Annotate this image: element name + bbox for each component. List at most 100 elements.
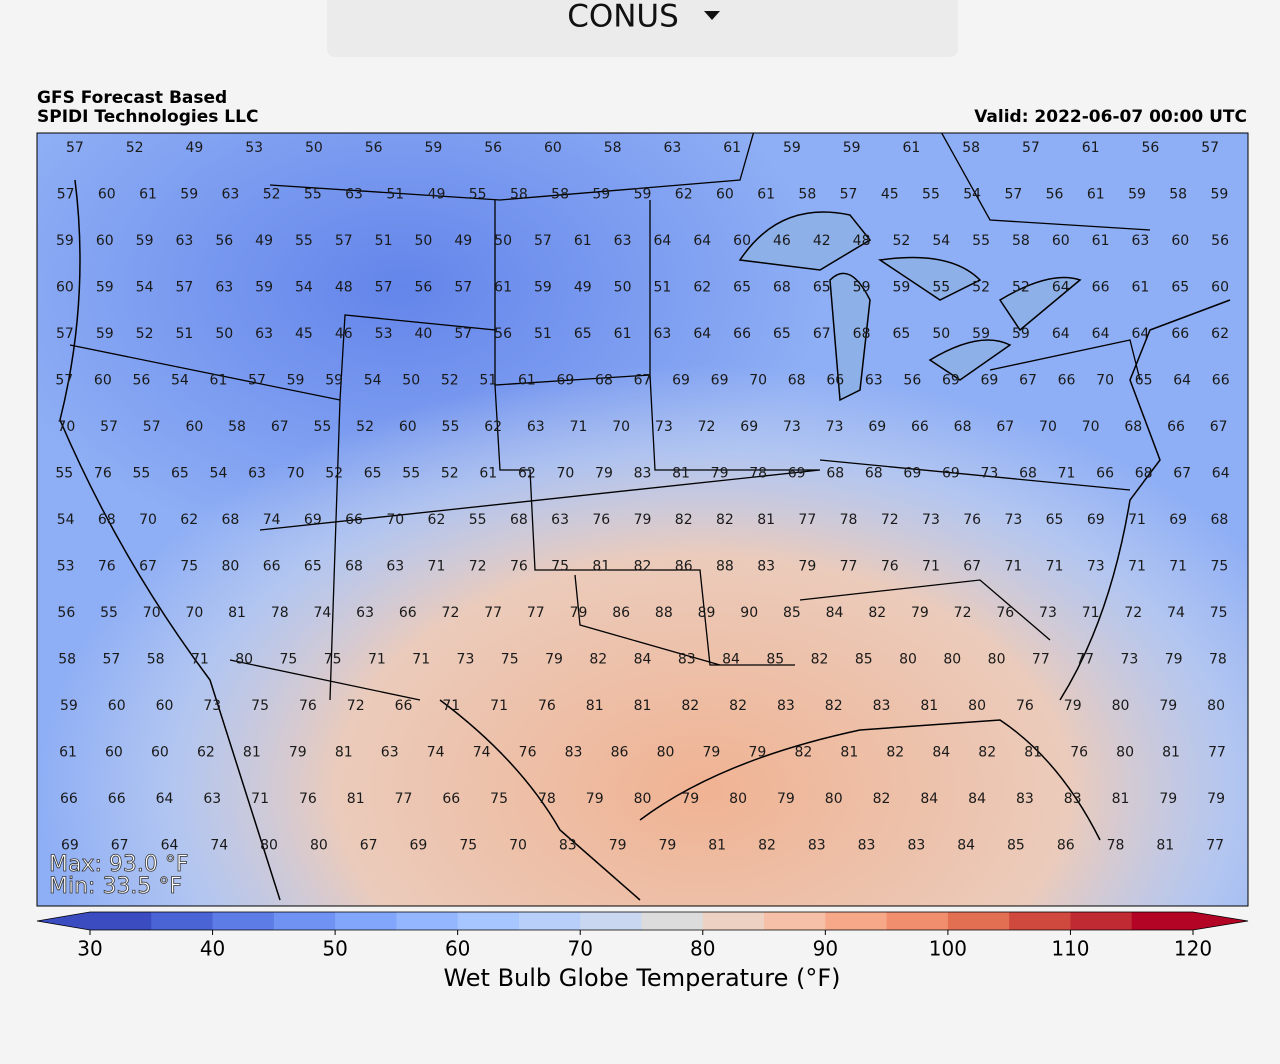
colorbar-extend-high: [1193, 912, 1248, 930]
station-value: 56: [57, 605, 75, 621]
station-value: 64: [1212, 466, 1230, 482]
station-value: 49: [428, 187, 446, 203]
station-value: 66: [60, 791, 78, 807]
station-value: 77: [840, 559, 858, 575]
station-value: 58: [551, 187, 569, 203]
station-value: 74: [427, 745, 445, 761]
station-value: 70: [749, 373, 767, 389]
station-value: 64: [693, 326, 711, 342]
station-value: 83: [1016, 791, 1034, 807]
station-value: 84: [826, 605, 844, 621]
station-value: 57: [102, 652, 120, 668]
colorbar-segment: [273, 912, 336, 930]
min-value: Min: 33.5 °F: [49, 874, 182, 899]
station-value: 81: [1162, 745, 1180, 761]
station-value: 83: [907, 838, 925, 854]
station-value: 73: [1120, 652, 1138, 668]
station-value: 70: [509, 838, 527, 854]
station-value: 66: [395, 698, 413, 714]
station-value: 55: [932, 280, 950, 296]
station-value: 68: [595, 373, 613, 389]
station-value: 79: [1064, 698, 1082, 714]
station-value: 61: [139, 187, 157, 203]
station-value: 66: [263, 559, 281, 575]
station-value: 71: [1046, 559, 1064, 575]
station-value: 71: [1004, 559, 1022, 575]
station-value: 59: [893, 280, 911, 296]
station-value: 71: [490, 698, 508, 714]
station-value: 54: [210, 466, 228, 482]
colorbar-label: Wet Bulb Globe Temperature (°F): [443, 964, 840, 992]
colorbar-tick-label: 30: [77, 937, 102, 961]
station-value: 60: [94, 373, 112, 389]
header-line: GFS Forecast Based: [37, 88, 227, 108]
station-value: 84: [634, 652, 652, 668]
station-value: 63: [527, 419, 545, 435]
great-lakes: [738, 211, 1082, 402]
station-value: 59: [287, 373, 305, 389]
station-value: 50: [614, 280, 632, 296]
station-value: 65: [773, 326, 791, 342]
station-value: 67: [139, 559, 157, 575]
station-value: 59: [843, 140, 861, 156]
station-value: 64: [1092, 326, 1110, 342]
max-value: Max: 93.0 °F: [49, 852, 189, 877]
station-value: 67: [996, 419, 1014, 435]
station-value: 79: [1165, 652, 1183, 668]
colorbar-segment: [335, 912, 397, 930]
station-value: 64: [161, 838, 179, 854]
station-value: 67: [634, 373, 652, 389]
station-value: 65: [171, 466, 189, 482]
station-value: 81: [634, 698, 652, 714]
region-label[interactable]: CONUS: [567, 0, 679, 35]
station-value: 60: [1171, 233, 1189, 249]
station-value: 71: [1169, 559, 1187, 575]
station-value: 75: [251, 698, 269, 714]
station-value: 53: [57, 559, 75, 575]
station-value: 80: [235, 652, 253, 668]
station-value: 79: [1159, 698, 1177, 714]
station-value: 60: [96, 233, 114, 249]
station-value: 57: [57, 187, 75, 203]
station-value: 65: [813, 280, 831, 296]
station-value: 71: [251, 791, 269, 807]
station-value: 59: [325, 373, 343, 389]
station-value: 66: [826, 373, 844, 389]
station-value: 63: [176, 233, 194, 249]
station-value: 54: [364, 373, 382, 389]
colorbar-tick-label: 120: [1174, 937, 1212, 961]
station-value: 61: [723, 140, 741, 156]
station-value: 60: [56, 280, 74, 296]
station-value: 70: [185, 605, 203, 621]
station-value: 60: [733, 233, 751, 249]
station-value: 81: [1112, 791, 1130, 807]
station-value: 76: [538, 698, 556, 714]
station-value: 68: [788, 373, 806, 389]
station-value: 57: [143, 419, 161, 435]
station-value: 81: [347, 791, 365, 807]
station-value: 50: [215, 326, 233, 342]
station-value: 82: [681, 698, 699, 714]
station-value: 60: [399, 419, 417, 435]
station-value: 54: [963, 187, 981, 203]
station-value: 75: [551, 559, 569, 575]
warm-area: [37, 133, 1248, 906]
region-dropdown[interactable]: [327, 0, 958, 57]
station-value: 75: [324, 652, 342, 668]
station-value: 68: [954, 419, 972, 435]
station-value: 70: [1096, 373, 1114, 389]
dropdown-caret[interactable]: [704, 11, 720, 20]
station-value: 82: [825, 698, 843, 714]
station-value: 80: [1112, 698, 1130, 714]
station-value: 60: [1052, 233, 1070, 249]
station-value: 40: [415, 326, 433, 342]
station-value: 48: [853, 233, 871, 249]
station-value: 66: [1167, 419, 1185, 435]
station-value: 71: [922, 559, 940, 575]
station-value: 80: [988, 652, 1006, 668]
station-value: 57: [55, 373, 73, 389]
station-value: 60: [185, 419, 203, 435]
station-value: 71: [428, 559, 446, 575]
station-value: 59: [60, 698, 78, 714]
station-value: 83: [777, 698, 795, 714]
